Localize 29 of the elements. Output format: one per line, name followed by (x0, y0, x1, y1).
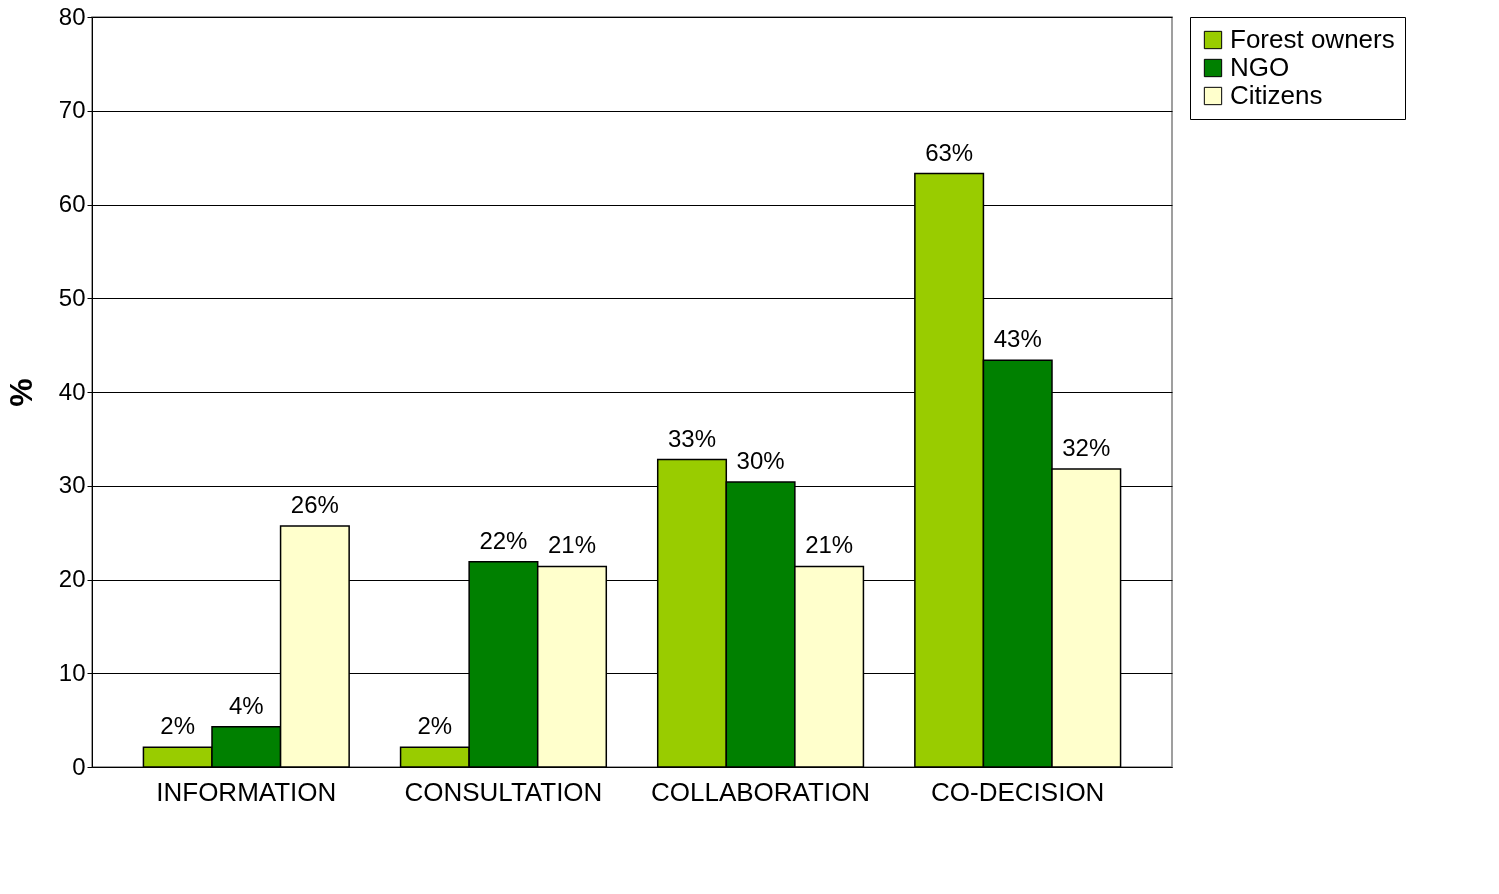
data-label: 4% (228, 691, 264, 719)
data-label: 43% (993, 325, 1042, 353)
data-label: 33% (667, 424, 717, 452)
data-label: 2% (160, 712, 196, 740)
x-tick-label: COLLABORATION (651, 776, 871, 807)
y-tick-label: 50 (58, 283, 86, 311)
x-tick-label: CO-DECISION (931, 776, 1105, 807)
data-label: 21% (547, 531, 597, 559)
y-tick-label: 40 (58, 377, 86, 405)
data-label: 32% (1062, 433, 1111, 461)
y-tick-label: 20 (58, 565, 86, 592)
y-tick-label: 60 (58, 190, 86, 217)
legend-label: Forest owners (1230, 24, 1395, 54)
y-tick-label: 0 (72, 752, 86, 780)
y-tick-label: 10 (58, 658, 86, 686)
y-tick-label: 70 (58, 96, 86, 124)
y-tick-label: 30 (58, 471, 86, 499)
data-label: 2% (417, 712, 453, 740)
x-tick-label: CONSULTATION (404, 776, 603, 807)
legend-label: Citizens (1230, 80, 1323, 110)
legend-label: NGO (1230, 52, 1290, 82)
data-label: 63% (925, 138, 974, 166)
y-tick-label: 80 (58, 2, 86, 30)
x-tick-label: INFORMATION (156, 776, 337, 807)
data-label: 22% (479, 526, 528, 554)
data-label: 21% (805, 531, 854, 559)
y-axis-title: % (2, 378, 39, 407)
data-label: 30% (736, 447, 785, 474)
data-label: 26% (290, 491, 339, 519)
